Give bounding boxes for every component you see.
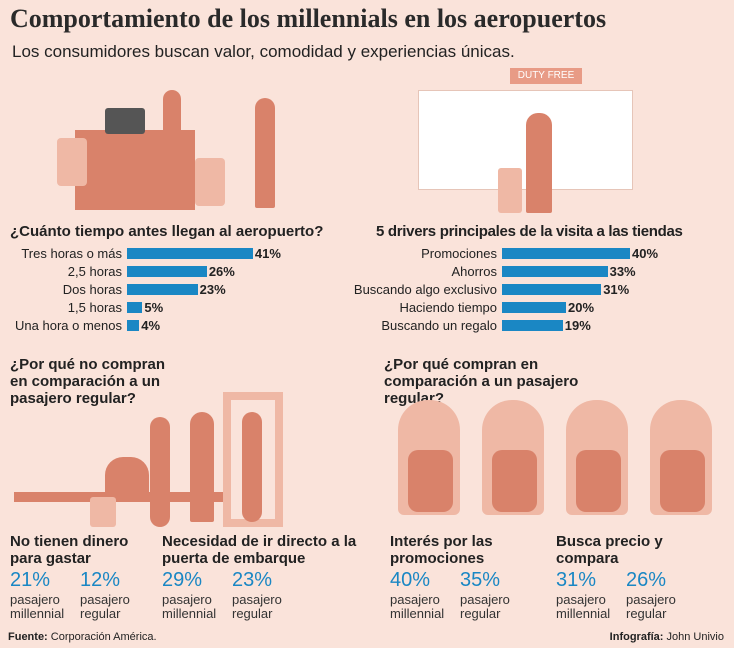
bar — [502, 248, 630, 259]
stat-regular-label: pasajero regular — [626, 592, 676, 621]
stat-millennial-label: pasajero millennial — [10, 592, 65, 621]
source-text: Corporación América. — [50, 631, 157, 643]
stat-millennial-value: 31% — [556, 569, 597, 591]
credit: Infografía: John Univio — [610, 631, 724, 643]
credit-text: John Univio — [666, 631, 724, 643]
bar-value-label: 41% — [254, 246, 281, 261]
stat-regular-label: pasajero regular — [460, 592, 510, 621]
bar-label: Una hora o menos — [15, 318, 122, 333]
bar-label: Haciendo tiempo — [399, 300, 497, 315]
stat-title: Interés por las promociones — [390, 533, 493, 567]
bar-label: Buscando un regalo — [381, 318, 497, 333]
bar-label: 1,5 horas — [67, 300, 122, 315]
bar — [502, 266, 608, 277]
airplane-seats-illustration — [380, 400, 730, 520]
stat-millennial-label: pasajero millennial — [162, 592, 217, 621]
stat-title: Busca precio y compara — [556, 533, 663, 567]
duty-free-illustration: DUTY FREE — [418, 68, 638, 218]
bar — [127, 266, 207, 277]
stat-title: Necesidad de ir directo a la puerta de e… — [162, 533, 357, 567]
bar-label: Tres horas o más — [21, 246, 122, 261]
bar-value-label: 40% — [632, 246, 659, 261]
chart-title-arrival: ¿Cuánto tiempo antes llegan al aeropuert… — [10, 223, 324, 240]
security-illustration — [10, 392, 330, 530]
bar-value-label: 33% — [609, 264, 636, 279]
credit-label: Infografía: — [609, 631, 664, 643]
bar-value-label: 19% — [564, 318, 591, 333]
bar-label: Buscando algo exclusivo — [353, 282, 497, 297]
bar-label: 2,5 horas — [67, 264, 122, 279]
duty-free-sign: DUTY FREE — [510, 68, 582, 84]
stat-regular-value: 23% — [232, 569, 273, 591]
bar-value-label: 23% — [199, 282, 226, 297]
bar — [127, 248, 253, 259]
bar-value-label: 31% — [603, 282, 630, 297]
drivers-chart: Promociones 40% Ahorros 33% Buscando algo … — [340, 246, 734, 341]
bar-label: Promociones — [421, 246, 497, 261]
section-left-heading: ¿Por qué no compran en comparación a un … — [10, 356, 166, 407]
bar-value-label: 26% — [208, 264, 235, 279]
bar-label: Dos horas — [62, 282, 122, 297]
stat-millennial-value: 21% — [10, 569, 51, 591]
stat-title: No tienen dinero para gastar — [10, 533, 129, 567]
bar — [502, 302, 566, 313]
bar-label: Ahorros — [451, 264, 497, 279]
checkin-illustration — [55, 78, 315, 213]
bar — [127, 284, 198, 295]
bar-value-label: 4% — [141, 318, 161, 333]
page-title: Comportamiento de los millennials en los… — [10, 4, 607, 33]
bar — [502, 320, 563, 331]
bar-value-label: 20% — [568, 300, 595, 315]
stat-regular-label: pasajero regular — [232, 592, 282, 621]
bar — [502, 284, 602, 295]
bar-value-label: 5% — [144, 300, 164, 315]
bar — [127, 320, 140, 331]
bar — [127, 302, 143, 313]
stat-regular-value: 35% — [460, 569, 501, 591]
stat-regular-value: 12% — [80, 569, 121, 591]
arrival-time-chart: Tres horas o más 41% 2,5 horas 26% Dos hor… — [0, 246, 360, 341]
stat-millennial-label: pasajero millennial — [556, 592, 611, 621]
source: Fuente: Corporación América. — [8, 631, 157, 643]
chart-title-drivers: 5 drivers principales de la visita a las… — [376, 223, 683, 240]
stat-regular-label: pasajero regular — [80, 592, 130, 621]
page-subtitle: Los consumidores buscan valor, comodidad… — [12, 42, 515, 61]
stat-millennial-label: pasajero millennial — [390, 592, 445, 621]
source-label: Fuente: — [8, 631, 48, 643]
stat-regular-value: 26% — [626, 569, 667, 591]
stat-millennial-value: 29% — [162, 569, 203, 591]
stat-millennial-value: 40% — [390, 569, 431, 591]
section-right-heading: ¿Por qué compran en comparación a un pas… — [384, 356, 579, 407]
